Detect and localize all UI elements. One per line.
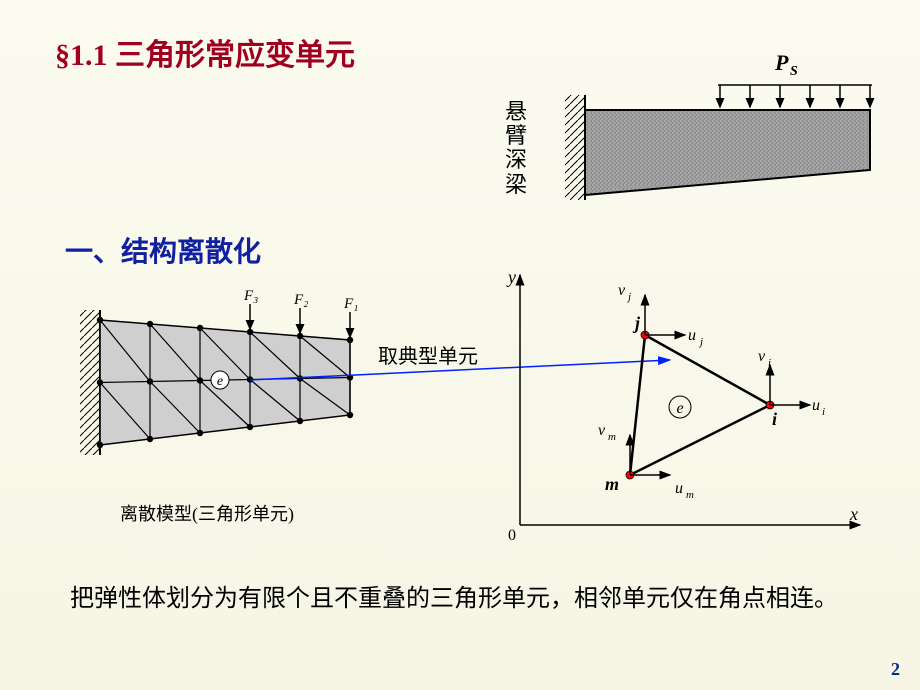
svg-text:j: j — [632, 313, 641, 333]
svg-text:S: S — [790, 64, 798, 79]
svg-text:F₁: F₁ — [343, 296, 358, 312]
svg-text:i: i — [768, 357, 771, 369]
triangle-element-diagram: x y 0 i j m e u i v i u j v j u m v m — [490, 265, 870, 545]
svg-text:v: v — [758, 348, 766, 365]
svg-text:F₃: F₃ — [243, 288, 258, 304]
svg-text:u: u — [688, 327, 696, 344]
svg-text:m: m — [608, 431, 616, 443]
svg-text:j: j — [626, 291, 631, 303]
svg-text:e: e — [217, 374, 223, 389]
svg-text:0: 0 — [508, 527, 516, 544]
svg-text:v: v — [618, 282, 626, 299]
svg-text:u: u — [812, 397, 820, 414]
svg-text:u: u — [675, 480, 683, 497]
subheading: 一、结构离散化 — [65, 230, 261, 270]
svg-text:i: i — [772, 409, 777, 429]
svg-text:y: y — [506, 267, 516, 287]
section-title: §1.1 三角形常应变单元 — [55, 30, 355, 74]
mesh-caption: 离散模型(三角形单元) — [120, 500, 294, 526]
svg-text:i: i — [822, 406, 825, 418]
svg-text:e: e — [676, 400, 683, 417]
page-number: 2 — [891, 659, 900, 680]
svg-text:F₂: F₂ — [293, 292, 308, 308]
svg-text:m: m — [686, 489, 694, 501]
svg-text:x: x — [849, 504, 858, 524]
svg-text:j: j — [698, 336, 703, 348]
svg-text:v: v — [598, 422, 606, 439]
cantilever-beam-diagram: P S — [530, 40, 890, 200]
cantilever-beam-label: 悬臂深梁 — [505, 100, 527, 197]
svg-text:m: m — [605, 474, 619, 494]
description-text: 把弹性体划分为有限个且不重叠的三角形单元，相邻单元仅在角点相连。 — [70, 580, 850, 618]
svg-text:P: P — [774, 50, 789, 75]
